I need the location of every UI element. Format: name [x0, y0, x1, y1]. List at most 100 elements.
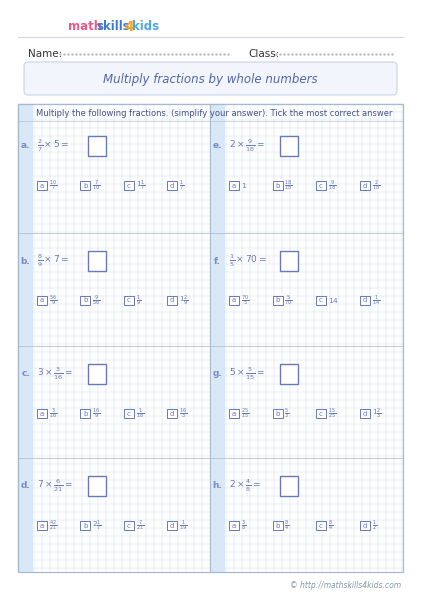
- Bar: [280, 136, 298, 156]
- Bar: [37, 296, 47, 305]
- Text: $\frac{1}{19}$: $\frac{1}{19}$: [179, 518, 187, 533]
- Text: $1$: $1$: [241, 181, 247, 190]
- Text: kids: kids: [132, 20, 159, 33]
- Text: $\frac{2}{18}$: $\frac{2}{18}$: [371, 178, 380, 193]
- Text: $2 \times \frac{9}{18} =$: $2 \times \frac{9}{18} =$: [229, 137, 265, 154]
- Text: a: a: [232, 522, 236, 528]
- Text: b: b: [275, 298, 280, 303]
- Text: $2 \times \frac{4}{8} =$: $2 \times \frac{4}{8} =$: [229, 478, 261, 494]
- Text: $\frac{1}{16}$: $\frac{1}{16}$: [136, 406, 144, 421]
- Bar: [316, 181, 326, 190]
- Bar: [88, 364, 106, 384]
- Text: d: d: [362, 298, 367, 303]
- Text: $\frac{9}{18}$: $\frac{9}{18}$: [328, 178, 336, 193]
- Text: $\frac{1}{7}$: $\frac{1}{7}$: [179, 178, 184, 193]
- Bar: [167, 296, 177, 305]
- Bar: [272, 409, 282, 418]
- Bar: [80, 521, 90, 530]
- Text: Class:: Class:: [248, 49, 280, 59]
- Text: Name:: Name:: [28, 49, 62, 59]
- Bar: [316, 296, 326, 305]
- Text: a: a: [232, 411, 236, 416]
- Text: c: c: [127, 411, 131, 416]
- Text: $1\frac{1}{7}$: $1\frac{1}{7}$: [136, 178, 145, 193]
- Text: $\frac{56}{9}$: $\frac{56}{9}$: [49, 293, 57, 308]
- Text: c: c: [127, 183, 131, 189]
- Bar: [280, 251, 298, 271]
- Text: $\frac{10}{7}$: $\frac{10}{7}$: [49, 178, 57, 193]
- Text: Multiply fractions by whole numbers: Multiply fractions by whole numbers: [103, 73, 317, 86]
- Text: a: a: [40, 298, 44, 303]
- Text: a: a: [232, 298, 236, 303]
- Text: $\frac{16}{3}$: $\frac{16}{3}$: [179, 406, 187, 421]
- Bar: [123, 409, 133, 418]
- Text: $\frac{2}{7} \times 5 =$: $\frac{2}{7} \times 5 =$: [37, 137, 69, 154]
- Text: g.: g.: [213, 369, 222, 378]
- Text: $\frac{7}{10}$: $\frac{7}{10}$: [92, 178, 101, 193]
- Bar: [210, 104, 225, 572]
- Text: math: math: [68, 20, 102, 33]
- Text: $\frac{9}{56}$: $\frac{9}{56}$: [92, 293, 101, 308]
- Text: c: c: [319, 183, 323, 189]
- Text: b: b: [83, 522, 88, 528]
- Text: c: c: [127, 522, 131, 528]
- Bar: [229, 296, 239, 305]
- Text: $\frac{42}{21}$: $\frac{42}{21}$: [49, 518, 57, 533]
- Bar: [88, 476, 106, 496]
- FancyBboxPatch shape: [24, 62, 397, 95]
- Text: $\frac{3}{8}$: $\frac{3}{8}$: [241, 518, 246, 533]
- Text: $\frac{5}{3}$: $\frac{5}{3}$: [285, 406, 290, 421]
- Text: $7 \times \frac{6}{21} =$: $7 \times \frac{6}{21} =$: [37, 478, 73, 494]
- Bar: [229, 521, 239, 530]
- Text: $\frac{15}{25}$: $\frac{15}{25}$: [328, 406, 336, 421]
- Text: a: a: [40, 411, 44, 416]
- Bar: [18, 104, 403, 572]
- Text: $\frac{25}{15}$: $\frac{25}{15}$: [241, 406, 250, 421]
- Text: $\frac{70}{5}$: $\frac{70}{5}$: [241, 293, 250, 308]
- Text: c: c: [319, 522, 323, 528]
- Text: h.: h.: [213, 481, 222, 490]
- Bar: [123, 296, 133, 305]
- Text: $5 \times \frac{5}{15} =$: $5 \times \frac{5}{15} =$: [229, 366, 265, 383]
- Bar: [316, 409, 326, 418]
- Bar: [37, 409, 47, 418]
- Bar: [80, 181, 90, 190]
- Text: $\frac{3}{16}$: $\frac{3}{16}$: [49, 406, 57, 421]
- Bar: [123, 521, 133, 530]
- Text: a.: a.: [21, 142, 30, 151]
- Text: b: b: [275, 522, 280, 528]
- Text: $\frac{8}{4}$: $\frac{8}{4}$: [328, 518, 333, 533]
- Bar: [37, 181, 47, 190]
- Bar: [167, 521, 177, 530]
- Bar: [316, 521, 326, 530]
- Text: b: b: [83, 298, 88, 303]
- Bar: [229, 409, 239, 418]
- Bar: [280, 476, 298, 496]
- Text: b: b: [275, 411, 280, 416]
- Bar: [88, 251, 106, 271]
- Text: skills: skills: [96, 20, 130, 33]
- Text: a: a: [40, 522, 44, 528]
- Text: d: d: [170, 298, 174, 303]
- Text: d: d: [170, 522, 174, 528]
- Text: $\frac{5}{70}$: $\frac{5}{70}$: [285, 293, 293, 308]
- Text: 4: 4: [124, 20, 134, 34]
- Bar: [229, 181, 239, 190]
- Text: $\frac{8}{9} \times 7 =$: $\frac{8}{9} \times 7 =$: [37, 253, 69, 270]
- Bar: [360, 409, 370, 418]
- Bar: [37, 521, 47, 530]
- Text: $\frac{8}{4}$: $\frac{8}{4}$: [285, 518, 290, 533]
- Text: $2\frac{1}{7}$: $2\frac{1}{7}$: [92, 518, 102, 533]
- Bar: [280, 364, 298, 384]
- Bar: [167, 181, 177, 190]
- Text: f.: f.: [214, 256, 221, 265]
- Text: $\frac{1}{5} \times 70 =$: $\frac{1}{5} \times 70 =$: [229, 253, 267, 270]
- Bar: [123, 181, 133, 190]
- Text: $\frac{1}{14}$: $\frac{1}{14}$: [371, 293, 380, 308]
- Text: © http://mathskills4kids.com: © http://mathskills4kids.com: [290, 581, 401, 590]
- Text: c: c: [127, 298, 131, 303]
- Text: d: d: [362, 411, 367, 416]
- Bar: [80, 296, 90, 305]
- Text: $\frac{1}{2}$: $\frac{1}{2}$: [371, 518, 377, 533]
- Text: b: b: [83, 411, 88, 416]
